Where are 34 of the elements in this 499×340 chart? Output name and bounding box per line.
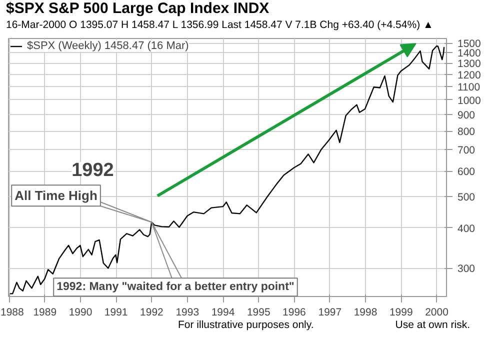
x-tick-label: 2000 xyxy=(425,306,449,318)
x-tick-label: 1994 xyxy=(211,306,235,318)
y-tick-label: 700 xyxy=(458,144,476,157)
y-tick-label: 1200 xyxy=(458,69,482,82)
text: Use at own risk. xyxy=(395,318,470,333)
y-tick-label: 300 xyxy=(458,263,476,276)
x-tick-label: 1997 xyxy=(318,306,342,318)
text: For illustrative purposes only. xyxy=(178,318,314,333)
y-tick-label: 1500 xyxy=(458,38,482,50)
x-tick-label: 1993 xyxy=(176,306,200,318)
y-tick-label: 1300 xyxy=(458,58,482,70)
y-tick-label: 1100 xyxy=(458,81,480,94)
annotation: 1992 xyxy=(72,160,114,182)
y-tick-label: 800 xyxy=(458,126,476,138)
y-tick-label: 900 xyxy=(458,110,476,122)
x-tick-label: 1991 xyxy=(104,306,128,318)
y-tick-label: 1000 xyxy=(458,94,482,107)
x-tick-label: 1998 xyxy=(354,306,378,318)
annotation: 1992: Many "waited for a better entry point" xyxy=(56,281,294,294)
x-tick-label: 1989 xyxy=(33,306,57,318)
x-tick-label: 1999 xyxy=(389,306,413,318)
y-tick-label: 400 xyxy=(458,222,476,235)
y-tick-label: 500 xyxy=(458,192,476,204)
annotation: All Time High xyxy=(14,188,98,204)
x-tick-label: 1992 xyxy=(140,306,164,318)
y-tick-label: 600 xyxy=(458,166,476,178)
legend-label: $SPX (Weekly) 1458.47 (16 Mar) xyxy=(27,40,189,52)
x-tick-label: 1995 xyxy=(246,306,270,318)
x-tick-label: 1988 xyxy=(0,306,24,318)
x-tick-label: 1990 xyxy=(68,306,92,318)
y-tick-label: 1400 xyxy=(458,48,482,60)
chart-title: $SPX S&P 500 Large Cap Index INDX xyxy=(6,0,270,18)
x-tick-label: 1996 xyxy=(282,306,306,318)
chart-subtitle: 16-Mar-2000 O 1395.07 H 1458.47 L 1356.99 Last 1458.47 V 7.1B Chg +63.40 (+4.54%) ▲ xyxy=(6,18,434,32)
